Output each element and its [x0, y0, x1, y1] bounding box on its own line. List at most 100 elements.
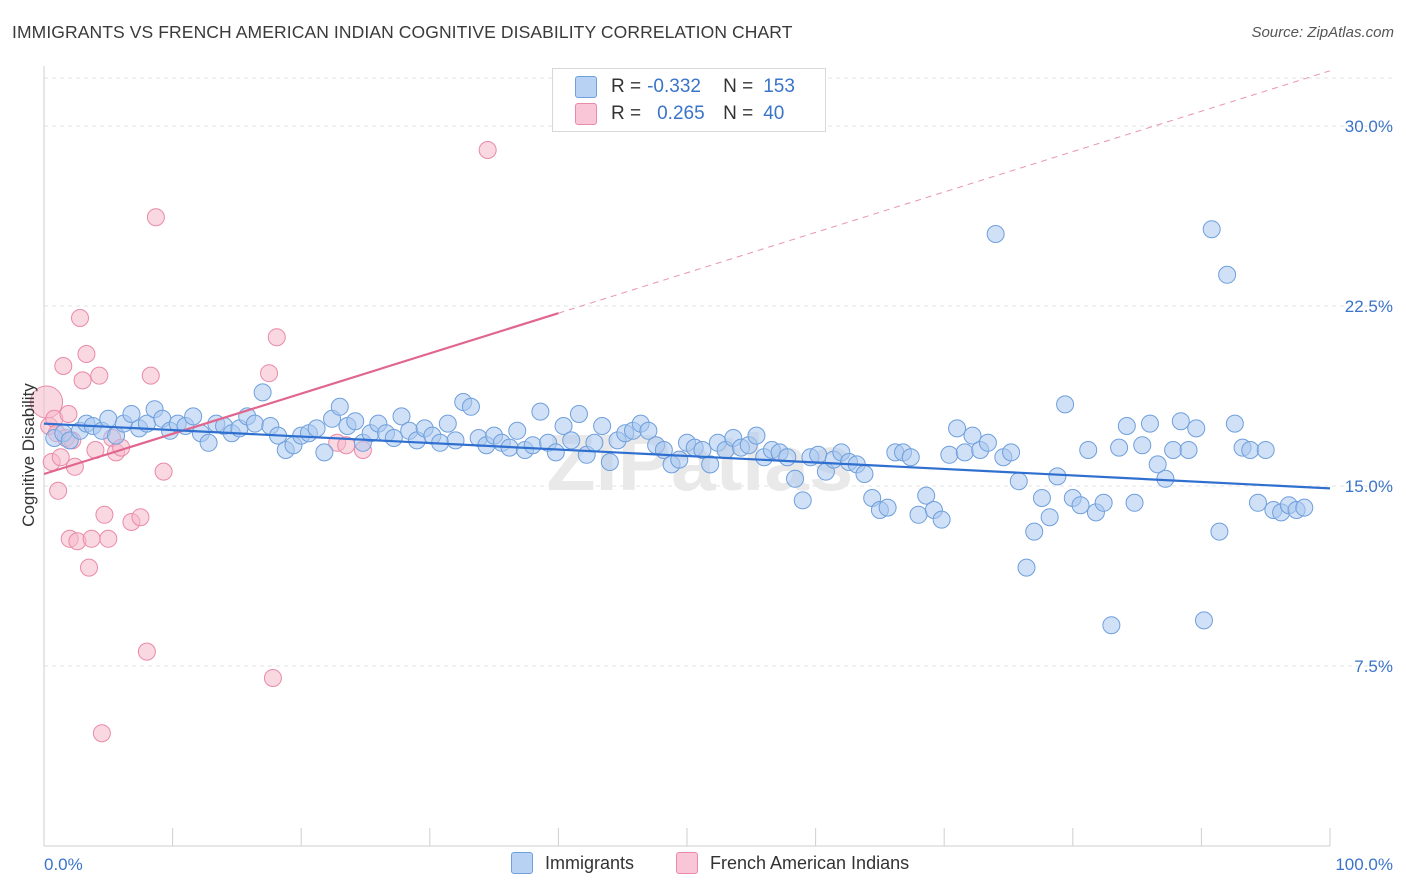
french-american-indians-point	[59, 405, 78, 423]
french-american-indians-legend-swatch	[676, 852, 698, 874]
immigrants-point	[793, 491, 812, 510]
immigrants-point	[585, 433, 604, 452]
immigrants-point	[948, 419, 967, 438]
y-axis-label: Cognitive Disability	[19, 383, 38, 527]
legend-item-french-american-indians[interactable]: French American Indians	[676, 852, 909, 874]
immigrants-point	[1202, 220, 1221, 239]
immigrants-point	[315, 443, 334, 462]
french-american-indians-point	[73, 371, 92, 390]
french-american-indians-point	[154, 462, 173, 481]
immigrants-point	[531, 402, 550, 421]
french-american-indians-point	[267, 328, 286, 347]
french-american-indians-point	[80, 558, 99, 577]
y-tick-label: 7.5%	[1354, 657, 1393, 676]
immigrants-point	[901, 448, 920, 467]
immigrants-point	[1094, 493, 1113, 512]
grid-lines	[44, 77, 1394, 667]
immigrants-point	[307, 419, 326, 438]
immigrants-point	[1017, 558, 1036, 577]
french-american-indians-point	[77, 345, 96, 363]
y-tick-label: 22.5%	[1345, 297, 1393, 316]
immigrants-point	[1187, 419, 1206, 438]
r-value-french-american-indians: 0.265	[657, 103, 705, 124]
french-american-indians-point	[82, 529, 101, 548]
immigrants-point	[1025, 522, 1044, 541]
french-american-indians-point	[263, 669, 282, 687]
r-label: R =	[611, 103, 642, 124]
immigrants-point	[99, 409, 118, 428]
immigrants-point	[1079, 441, 1098, 459]
immigrants-point	[909, 505, 928, 524]
french-american-indians-trend-extension	[558, 70, 1331, 314]
x-tick-label: 100.0%	[1335, 855, 1393, 874]
immigrants-point	[1248, 493, 1267, 512]
immigrants-point	[184, 407, 203, 426]
r-value-immigrants: -0.332	[647, 76, 701, 97]
immigrants-point	[508, 421, 527, 440]
immigrants-point	[330, 397, 349, 416]
french-american-indians-swatch	[575, 103, 597, 125]
immigrants-point	[1256, 441, 1275, 459]
immigrants-point	[1171, 412, 1190, 431]
immigrants-point	[978, 433, 997, 452]
immigrants-point	[593, 417, 612, 435]
immigrants-point	[562, 431, 581, 450]
immigrants-point	[546, 443, 565, 462]
immigrants-point	[986, 225, 1005, 243]
immigrants-point	[670, 450, 689, 469]
n-label: N =	[723, 76, 754, 97]
french-american-indians-point	[137, 642, 156, 661]
immigrants-swatch	[575, 76, 597, 98]
immigrants-point	[786, 469, 805, 488]
trend-lines	[43, 70, 1331, 490]
immigrants-point	[1110, 438, 1129, 457]
immigrants-point	[1117, 417, 1136, 435]
immigrants-point	[461, 397, 480, 416]
french-american-indians-point	[90, 366, 109, 385]
immigrants-point	[1218, 265, 1237, 284]
immigrants-point	[1140, 414, 1159, 433]
immigrants-trend-line	[43, 422, 1331, 490]
french-american-indians-points	[30, 141, 497, 743]
legend-item-immigrants[interactable]: Immigrants	[511, 852, 634, 874]
french-american-indians-point	[51, 448, 70, 467]
immigrants-point	[1002, 443, 1021, 462]
french-american-indians-point	[71, 309, 90, 327]
french-american-indians-point	[99, 529, 118, 548]
immigrants-point	[639, 421, 658, 440]
immigrants-point	[1148, 455, 1167, 474]
immigrants-point	[940, 445, 959, 464]
immigrants-point	[1225, 414, 1244, 433]
immigrants-point	[809, 445, 828, 464]
immigrants-point	[855, 465, 874, 483]
immigrants-point	[245, 414, 264, 433]
immigrants-point	[963, 426, 982, 445]
immigrants-point	[693, 441, 712, 459]
immigrants-point	[1210, 522, 1229, 541]
immigrants-point	[1133, 436, 1152, 455]
y-tick-label: 30.0%	[1345, 117, 1393, 136]
n-label: N =	[723, 103, 754, 124]
tick-labels: 7.5% 15.0% 22.5% 30.0% 0.0% 100.0%	[44, 117, 1393, 874]
legend-row-immigrants: R = -0.332 N = 153	[575, 74, 795, 100]
french-american-indians-point	[478, 141, 497, 159]
immigrants-point	[384, 429, 403, 447]
immigrants-point	[917, 486, 936, 505]
immigrants-point	[932, 510, 951, 529]
immigrants-point	[1056, 395, 1075, 414]
french-american-indians-legend-label: French American Indians	[710, 852, 910, 873]
immigrants-point	[1125, 493, 1144, 512]
immigrants-point	[523, 436, 542, 455]
immigrants-point	[878, 498, 897, 517]
immigrants-point	[438, 414, 457, 433]
french-american-indians-point	[260, 364, 279, 383]
immigrants-point	[1071, 496, 1090, 515]
immigrants-point	[1179, 441, 1198, 459]
immigrants-point	[701, 455, 720, 474]
immigrants-point	[1194, 611, 1213, 630]
immigrants-point	[392, 407, 411, 426]
immigrants-point	[253, 383, 272, 402]
immigrants-legend-swatch	[511, 852, 533, 874]
immigrants-point	[955, 443, 974, 462]
